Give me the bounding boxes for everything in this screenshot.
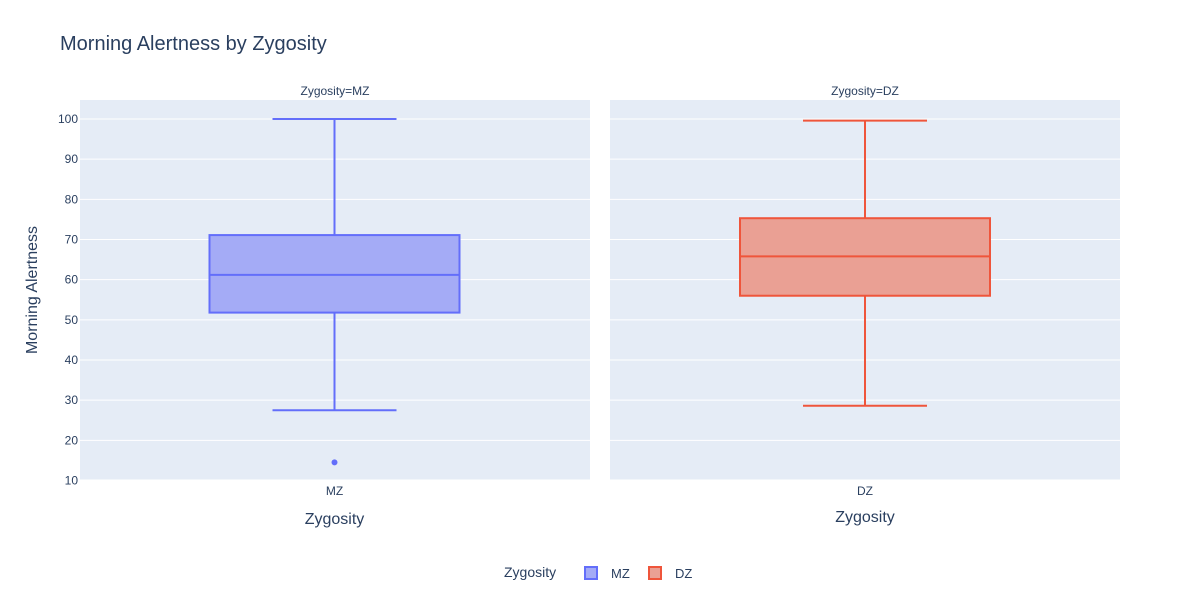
legend: Zygosity MZ DZ <box>504 564 692 581</box>
y-tick-label: 100 <box>58 112 78 126</box>
y-tick-label: 60 <box>65 273 79 287</box>
facet-panels: Zygosity=MZMZZygosityZygosity=DZDZZygosi… <box>80 84 1120 528</box>
facet-label: Zygosity=DZ <box>831 84 899 98</box>
y-tick-label: 20 <box>65 433 79 447</box>
y-tick-label: 70 <box>65 233 79 247</box>
legend-item-dz[interactable]: DZ <box>648 566 692 581</box>
legend-label-mz: MZ <box>611 566 630 581</box>
y-tick-label: 50 <box>65 313 79 327</box>
legend-title: Zygosity <box>504 564 556 580</box>
x-tick-label: MZ <box>326 484 343 498</box>
chart-title: Morning Alertness by Zygosity <box>60 33 327 55</box>
legend-item-mz[interactable]: MZ <box>584 566 630 581</box>
y-axis-ticks: 10 20 30 40 50 60 70 80 90 100 <box>58 112 78 488</box>
facet-panel-mz: Zygosity=MZ MZ Zygosity <box>80 84 590 528</box>
legend-swatch-mz <box>584 566 598 580</box>
outlier-point <box>331 459 338 466</box>
legend-swatch-dz <box>648 566 662 580</box>
y-tick-label: 80 <box>65 192 79 206</box>
y-axis-title: Morning Alertness <box>24 226 41 354</box>
x-axis-title: Zygosity <box>305 511 365 528</box>
legend-label-dz: DZ <box>675 566 692 581</box>
y-tick-label: 40 <box>65 353 79 367</box>
y-tick-label: 10 <box>65 474 79 488</box>
x-axis-title: Zygosity <box>835 509 895 526</box>
facet-panel-dz: Zygosity=DZ DZ Zygosity <box>610 84 1120 526</box>
x-tick-label: DZ <box>857 484 873 498</box>
y-tick-label: 30 <box>65 393 79 407</box>
y-tick-label: 90 <box>65 152 79 166</box>
facet-label: Zygosity=MZ <box>300 84 369 98</box>
iqr-box <box>208 234 461 314</box>
